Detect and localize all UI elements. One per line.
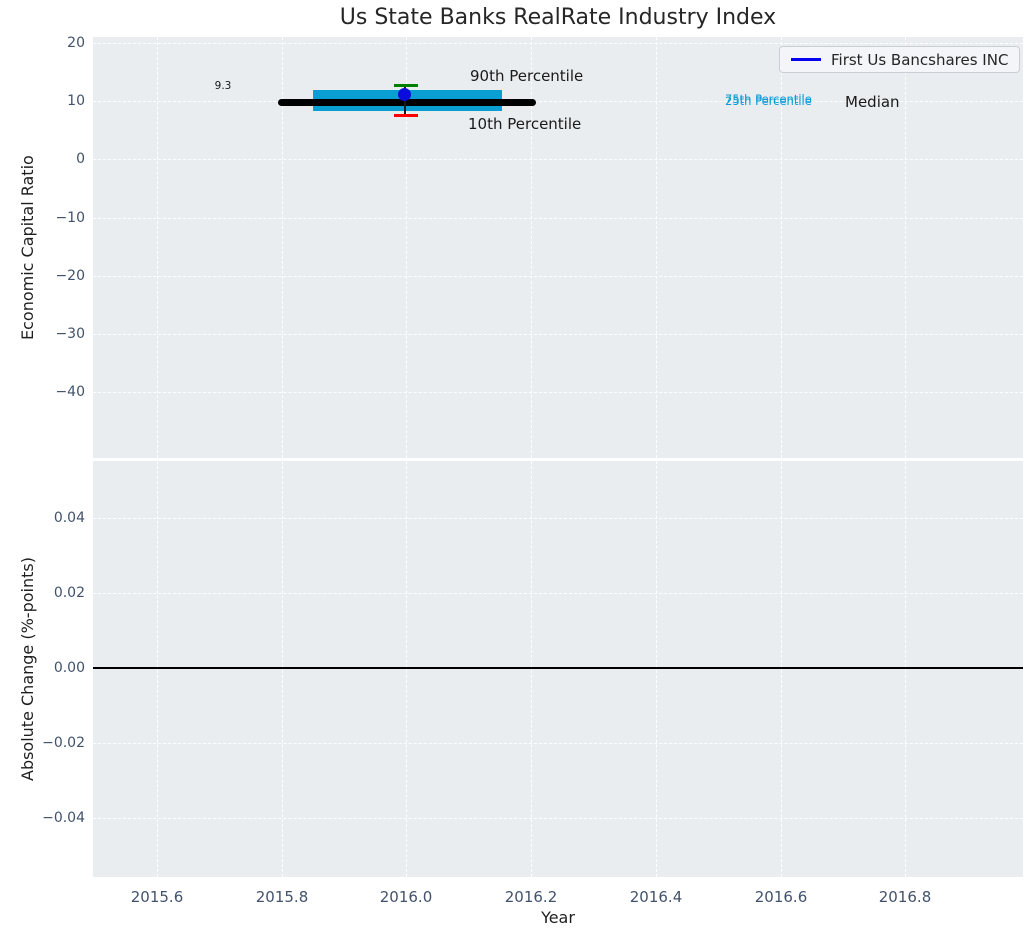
p75-label: 75th Percentile [725, 92, 812, 106]
gridline-v [905, 461, 906, 877]
xtick-label: 2016.8 [878, 888, 932, 906]
p25-label: 25th Percentile [725, 94, 812, 108]
gridline-v [282, 37, 283, 458]
company-marker [398, 88, 411, 101]
ytick-label: 0.04 [53, 510, 85, 526]
gridline-v [531, 37, 532, 458]
gridline-v [157, 37, 158, 458]
gridline-h [93, 818, 1023, 819]
median-line [278, 99, 536, 106]
gridline-h [93, 593, 1023, 594]
gridline-h [93, 43, 1023, 44]
legend-line-swatch [791, 58, 821, 61]
xtick-label: 2016.4 [629, 888, 683, 906]
median-label: Median [845, 93, 900, 111]
xtick-label: 2015.6 [130, 888, 184, 906]
p90-label: 90th Percentile [470, 67, 584, 85]
top-y-axis-label: Economic Capital Ratio [18, 155, 37, 340]
legend-label: First Us Bancshares INC [831, 50, 1009, 69]
xtick-label: 2015.8 [255, 888, 309, 906]
zero-change-line [93, 667, 1023, 669]
gridline-v [781, 37, 782, 458]
ytick-label: −0.02 [42, 735, 85, 751]
gridline-h [93, 159, 1023, 160]
bottom-axes [93, 461, 1023, 877]
ytick-label: 10 [67, 93, 85, 109]
xtick-label: 2016.6 [754, 888, 808, 906]
gridline-v [656, 37, 657, 458]
gridline-h [93, 218, 1023, 219]
gridline-v [781, 461, 782, 877]
gridline-v [406, 461, 407, 877]
ytick-label: 0 [76, 151, 85, 167]
gridline-h [93, 392, 1023, 393]
gridline-h [93, 518, 1023, 519]
x-axis-label: Year [541, 908, 575, 927]
gridline-v [656, 461, 657, 877]
gridline-v [531, 461, 532, 877]
xtick-label: 2016.2 [504, 888, 558, 906]
ytick-label: −10 [55, 210, 85, 226]
p10-cap [394, 114, 418, 117]
gridline-h [93, 743, 1023, 744]
gridline-v [905, 37, 906, 458]
xtick-label: 2016.0 [379, 888, 433, 906]
p10-label: 10th Percentile [468, 115, 582, 133]
top-axes: 9.3 90th Percentile 10th Percentile 75th… [93, 37, 1023, 458]
gridline-v [282, 461, 283, 877]
median-value-label: 9.3 [214, 80, 232, 92]
gridline-v [406, 37, 407, 458]
ytick-label: 0.02 [53, 585, 85, 601]
ytick-label: −40 [55, 384, 85, 400]
legend: First Us Bancshares INC [779, 46, 1021, 73]
bottom-y-axis-label: Absolute Change (%-points) [18, 557, 37, 781]
ytick-label: −30 [55, 326, 85, 342]
ytick-label: −20 [55, 268, 85, 284]
chart-title: Us State Banks RealRate Industry Index [339, 5, 777, 30]
gridline-h [93, 334, 1023, 335]
ytick-label: −0.04 [42, 810, 85, 826]
gridline-h [93, 101, 1023, 102]
ytick-label: 0.00 [53, 660, 85, 676]
ytick-label: 20 [67, 35, 85, 51]
p90-cap [394, 84, 418, 87]
gridline-v [157, 461, 158, 877]
gridline-h [93, 276, 1023, 277]
